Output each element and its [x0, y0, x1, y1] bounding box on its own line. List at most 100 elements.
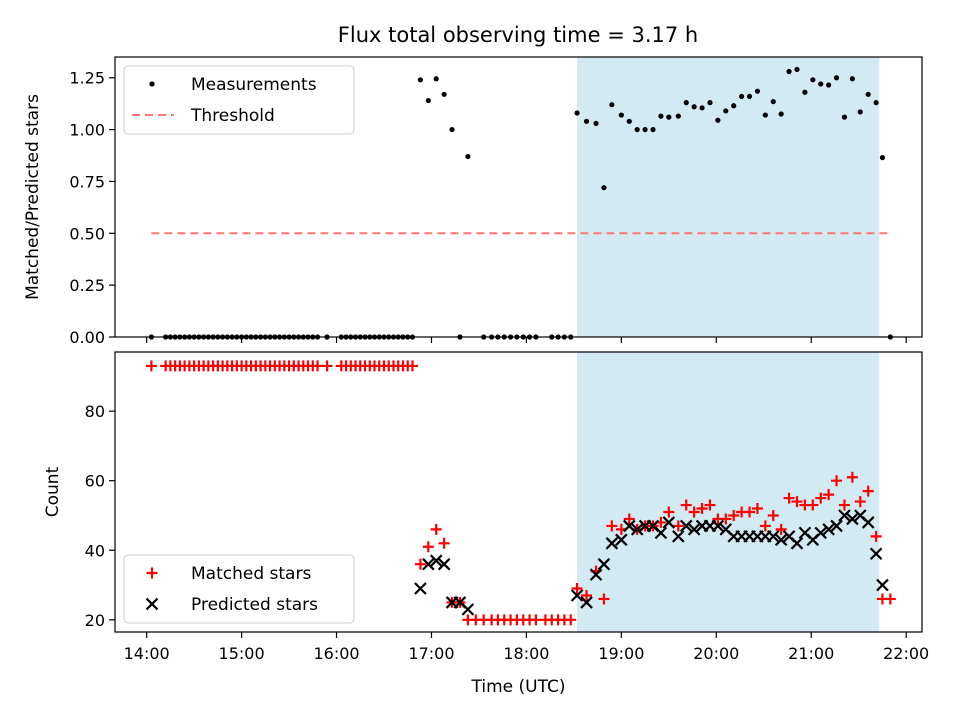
x-tick-label: 20:00 — [693, 644, 739, 663]
measurement-point — [634, 126, 640, 133]
matched-star-point — [321, 360, 333, 372]
y-tick-label: 20 — [85, 611, 105, 630]
observing-window-shade — [577, 57, 880, 337]
x-tick-label: 14:00 — [124, 644, 170, 663]
measurement-point — [449, 126, 455, 133]
measurement-point — [433, 76, 439, 82]
matched-star-point — [720, 513, 732, 525]
measurement-point — [658, 113, 664, 119]
measurement-point — [609, 102, 615, 108]
matched-star-point — [807, 499, 819, 511]
predicted-star-point — [422, 557, 435, 571]
y-tick-label: 0.75 — [69, 172, 105, 191]
predicted-star-point — [790, 537, 804, 550]
measurement-point — [873, 100, 879, 106]
matched-star-point — [815, 492, 827, 504]
predicted-star-point — [662, 516, 676, 529]
x-axis-ticks-top — [146, 337, 907, 343]
matched-star-point — [430, 523, 442, 535]
legend-box — [123, 65, 355, 135]
matched-star-point — [688, 506, 700, 518]
measurement-point — [849, 76, 855, 82]
measurement-point — [699, 105, 705, 111]
matched-star-point — [145, 360, 157, 372]
matched-star-point — [838, 499, 850, 511]
matched-star-point — [884, 593, 896, 605]
legend-marker — [146, 567, 158, 579]
predicted-star-point — [838, 509, 851, 522]
measurement-point — [583, 118, 590, 124]
matched-star-point — [672, 520, 684, 532]
predicted-star-point — [414, 582, 427, 595]
x-tick-label: 21:00 — [788, 644, 834, 663]
y-axis-label-bottom: Count — [43, 466, 63, 517]
measurement-point — [683, 100, 689, 106]
predicted-star-point — [429, 554, 443, 567]
measurement-point — [626, 118, 632, 124]
x-tick-label: 18:00 — [503, 644, 549, 663]
predicted-star-point — [822, 523, 835, 536]
matched-star-point — [663, 506, 675, 518]
measurement-point — [642, 126, 648, 133]
matched-star-point — [530, 614, 542, 626]
legend-label: Matched stars — [191, 564, 311, 584]
matched-star-point — [680, 499, 692, 511]
x-tick-label: 19:00 — [598, 644, 644, 663]
x-axis-label: Time (UTC) — [471, 677, 566, 697]
measurement-point — [786, 68, 792, 75]
top-panel: 0.00 0.25 0.50 0.75 1.00 1.25 Matched/Predict… — [23, 56, 923, 347]
matched-star-point — [606, 520, 618, 532]
measurement-point — [754, 88, 761, 94]
measurement-point — [802, 89, 808, 95]
bottom-panel: 20 40 60 80 14:00 15:00 16:00 17:00 18:00 19:00 2… — [43, 351, 929, 697]
measurement-point — [465, 153, 471, 160]
predicted-star-point — [687, 523, 701, 536]
x-tick-label: 15:00 — [219, 644, 265, 663]
measurement-point — [675, 113, 681, 119]
predicted-star-point — [672, 530, 685, 543]
legend-marker — [145, 597, 159, 611]
measurement-point — [574, 110, 580, 116]
predicted-star-point — [630, 523, 644, 536]
top-panel-frame — [114, 56, 923, 338]
predicted-star-point — [622, 519, 636, 533]
predicted-star-point — [679, 519, 693, 533]
predicted-star-point — [766, 530, 780, 543]
chart-title: Flux total observing time = 3.17 h — [338, 23, 698, 47]
x-tick-label: 16:00 — [313, 644, 359, 663]
legend-bottom: Matched stars Predicted stars — [123, 554, 355, 624]
measurement-point — [778, 111, 784, 117]
matched-star-point — [775, 523, 787, 535]
predicted-star-point — [869, 547, 883, 561]
measurement-point — [865, 91, 871, 97]
legend-box — [123, 554, 355, 624]
matched-star-point — [870, 530, 882, 542]
x-axis-ticks-bottom: 14:00 15:00 16:00 17:00 18:00 19:00 20:00 21:00… — [124, 632, 929, 663]
predicted-star-point — [597, 557, 611, 571]
bottom-panel-frame — [114, 351, 923, 633]
y-axis-ticks-bottom: 20 40 60 80 — [85, 402, 115, 630]
measurement-point — [739, 93, 745, 100]
predicted-star-point — [861, 516, 875, 529]
predicted-star-point — [711, 519, 725, 533]
measurement-point — [857, 109, 863, 115]
measurement-point — [746, 93, 753, 100]
measurement-point — [618, 112, 624, 118]
y-tick-label: 80 — [85, 402, 105, 421]
matched-star-point — [581, 589, 593, 601]
matched-star-point — [831, 475, 843, 487]
matched-star-point — [846, 471, 858, 483]
measurement-point — [691, 104, 697, 110]
matched-star-point — [744, 506, 756, 518]
matched-star-point — [767, 509, 779, 521]
matched-star-point — [422, 541, 434, 553]
y-axis-label-top: Matched/Predicted stars — [23, 94, 43, 300]
measurement-point — [441, 91, 447, 97]
y-tick-label: 0.50 — [69, 224, 105, 243]
measurement-point — [601, 185, 607, 191]
predicted-star-point — [876, 578, 889, 592]
predicted-star-point — [580, 596, 593, 609]
y-tick-label: 0.25 — [69, 276, 105, 295]
predicted-star-point — [605, 537, 619, 550]
